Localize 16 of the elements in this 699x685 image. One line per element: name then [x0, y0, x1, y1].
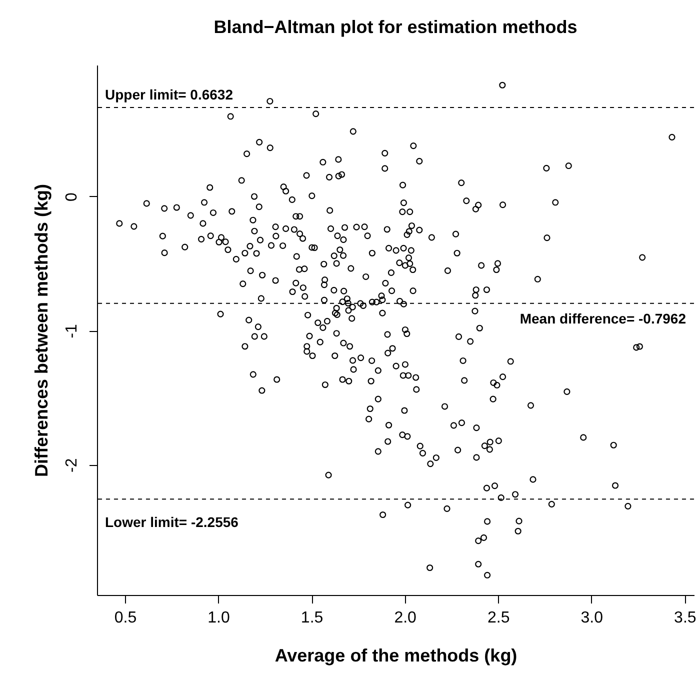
ref-line-label: Upper limit= 0.6632: [105, 86, 234, 103]
x-tick-label: 1.5: [300, 610, 324, 626]
x-axis-title: Average of the methods (kg): [274, 646, 518, 666]
x-tick-label: 0.5: [114, 610, 137, 626]
x-tick-label: 2.0: [394, 610, 417, 626]
x-tick-label: 3.5: [674, 610, 696, 626]
ref-line-label: Lower limit= -2.2556: [105, 514, 239, 530]
ref-line-label: Mean difference= -0.7962: [520, 310, 686, 326]
x-tick-label: 2.5: [487, 610, 510, 626]
y-tick-label: -1: [64, 324, 80, 338]
y-tick-label: -2: [64, 458, 80, 472]
chart-title: Bland−Altman plot for estimation methods: [214, 17, 578, 37]
y-tick-label: 0: [64, 192, 80, 202]
x-tick-label: 1.0: [208, 610, 230, 626]
x-tick-label: 3.0: [580, 610, 604, 626]
y-axis-title: Differences between methods (kg): [32, 184, 52, 478]
